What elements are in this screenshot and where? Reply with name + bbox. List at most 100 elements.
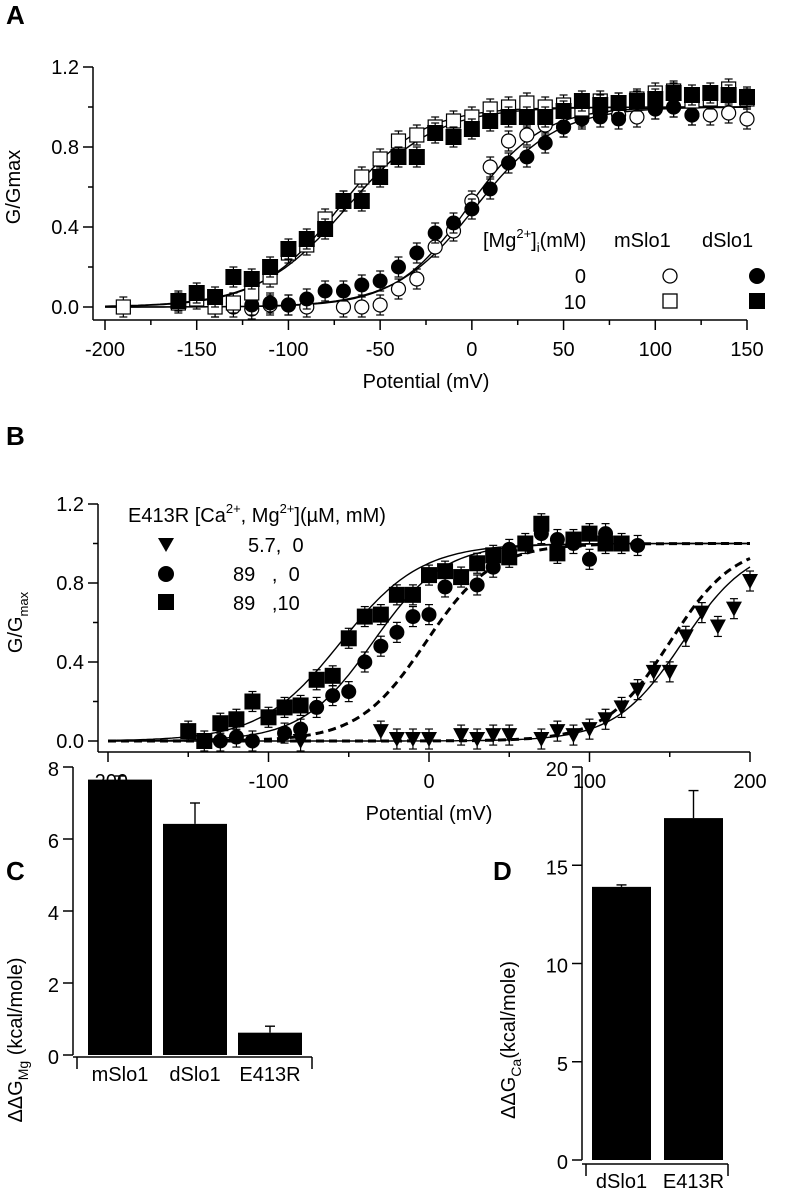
data-point [244,297,260,313]
data-point [228,729,244,745]
data-point [629,109,645,125]
data-point [372,151,388,167]
data-point [533,515,550,532]
y-tick-label: 20 [546,759,568,781]
data-point [354,299,370,315]
y-tick-label: 15 [546,857,568,879]
data-point [500,109,517,125]
data-point [549,724,566,740]
data-point [262,295,278,311]
data-point [597,712,614,728]
data-point [372,273,388,289]
data-point [390,133,407,149]
x-tick-label: -100 [248,771,288,793]
fit-curve [105,106,748,308]
data-point [573,93,590,109]
x-tick-label: -100 [268,339,308,361]
data-point [537,109,554,125]
panel-label-c: C [6,856,25,886]
data-point [537,135,553,151]
chart-d-delta-g-ca: 0 5 10 15 20 dSlo1 E413R ΔΔGCa(kcal/mole) [498,759,729,1193]
data-point [628,93,645,109]
data-point [482,181,498,197]
data-point [645,664,662,680]
data-point [581,525,598,542]
data-point [372,724,389,740]
x-tick-label: 100 [573,771,606,793]
x-axis-label: Potential (mV) [366,803,493,825]
legend-a-header: [Mg [483,230,516,252]
data-point [501,155,517,171]
data-point [277,725,293,741]
data-point [421,732,437,748]
bar-dslo1 [592,886,651,1160]
data-point [446,215,462,231]
legend-a-col-mslo1: mSlo1 [614,230,671,252]
chart-c-delta-g-mg: 0 2 4 6 8 mSlo1 dSlo1 E413R ΔΔGMg (kcal/mole) [5,759,313,1123]
data-point [482,113,499,129]
data-point [611,111,627,127]
data-point [373,638,389,654]
data-point [469,732,486,748]
y-tick-label: 0.8 [56,573,84,595]
data-point [225,269,242,285]
fit-curve [104,106,747,307]
data-point [262,259,279,275]
svg-text:E413R [Ca2+, Mg2+](µM, mM): E413R [Ca2+, Mg2+](µM, mM) [128,501,386,527]
data-point [421,607,437,623]
data-point [244,693,261,710]
data-point [427,225,443,241]
y-tick-label: 10 [546,956,568,978]
bar-mslo1 [88,779,152,1055]
x-category-label: mSlo1 [92,1064,149,1086]
data-point [485,547,502,564]
y-tick-label: 0.4 [51,217,79,239]
legend-a-sub: i [537,240,540,255]
data-point [485,728,502,744]
data-point [565,531,582,548]
data-point [357,654,373,670]
y-tick-label: 1.2 [51,57,79,79]
panel-label-b: B [6,421,25,451]
y-tick-label: 0.4 [56,652,84,674]
y-tick-label: 0.0 [51,297,79,319]
bar-dslo1 [163,823,227,1055]
data-point [404,586,421,603]
data-point [661,664,678,680]
legend-a-col-dslo1: dSlo1 [702,230,753,252]
fit-curve [105,106,747,308]
x-tick-label: 100 [639,339,672,361]
data-point [725,601,742,617]
data-point [592,109,608,125]
data-point [170,293,187,309]
legend-b-row-2: 89 , 0 [233,564,300,586]
x-category-label: E413R [663,1171,724,1193]
data-point [293,721,309,737]
data-point [556,119,572,135]
data-point [409,271,425,287]
data-point [299,291,315,307]
data-point [188,285,205,301]
data-point [335,299,352,315]
data-point [533,732,550,748]
data-point [720,87,737,103]
y-axis-label: ΔΔGMg (kcal/mole) [5,957,31,1122]
data-point [409,245,425,261]
data-point [212,715,229,732]
data-point [409,127,425,143]
data-point [647,91,664,107]
data-point [196,733,213,749]
x-tick-label: -50 [366,339,395,361]
x-category-label: dSlo1 [169,1064,220,1086]
data-point [372,297,388,313]
legend-b-row-1: 5.7, 0 [248,535,304,557]
legend-square-marker [158,594,174,610]
data-point [309,699,325,715]
data-point [549,545,566,562]
data-point [405,609,421,625]
legend-open-square-marker [662,293,678,309]
data-point [721,105,737,121]
data-point [225,295,241,311]
data-point [335,283,351,299]
